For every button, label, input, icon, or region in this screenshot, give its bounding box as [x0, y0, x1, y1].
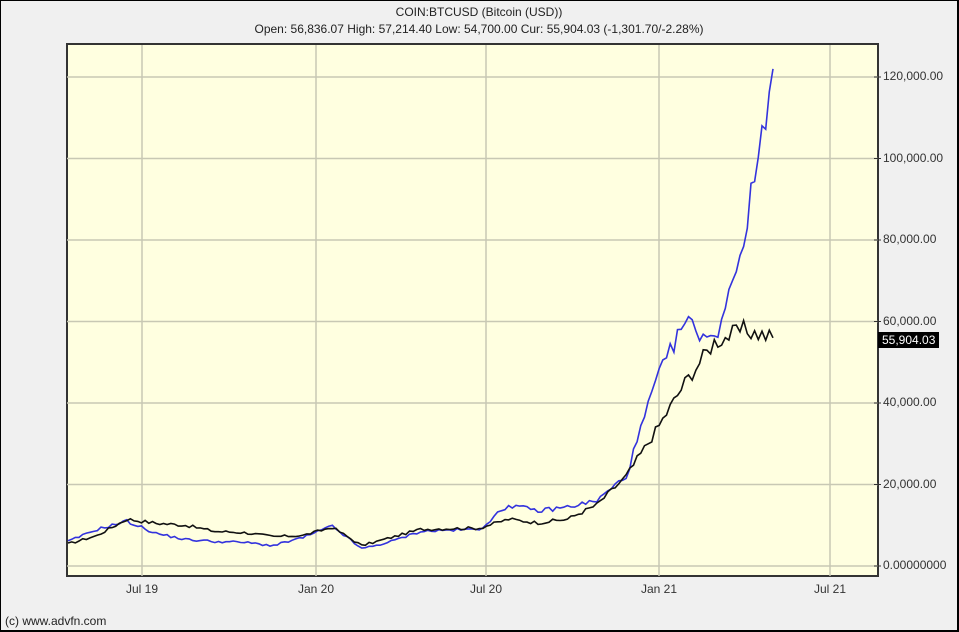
y-axis-label: 20,000.00 — [883, 476, 937, 491]
x-axis-label: Jul 20 — [469, 582, 503, 596]
comparison-line — [67, 68, 774, 549]
x-axis-label: Jan 21 — [640, 582, 678, 596]
x-axis-label: Jan 20 — [297, 582, 335, 596]
y-axis-label: 80,000.00 — [883, 232, 937, 246]
chart-title: COIN:BTCUSD (Bitcoin (USD)) — [395, 5, 563, 19]
y-axis-label: 60,000.00 — [883, 313, 937, 328]
x-axis-label: Jul 19 — [125, 582, 159, 596]
axis-ticks — [874, 76, 881, 567]
copyright-text: (c) www.advfn.com — [5, 614, 107, 628]
y-axis-label: 100,000.00 — [883, 150, 944, 165]
gridlines — [67, 45, 878, 576]
y-axis-label: 0.00000000 — [883, 558, 947, 572]
x-axis-label: Jul 21 — [813, 582, 847, 596]
y-axis-label: 40,000.00 — [883, 395, 937, 409]
btcusd-line — [67, 317, 774, 547]
quote-summary: Open: 56,836.07 High: 57,214.40 Low: 54,… — [254, 22, 704, 36]
current-price-badge: 55,904.03 — [878, 332, 940, 348]
y-axis-label: 120,000.00 — [883, 69, 944, 83]
plot-background — [66, 43, 879, 577]
